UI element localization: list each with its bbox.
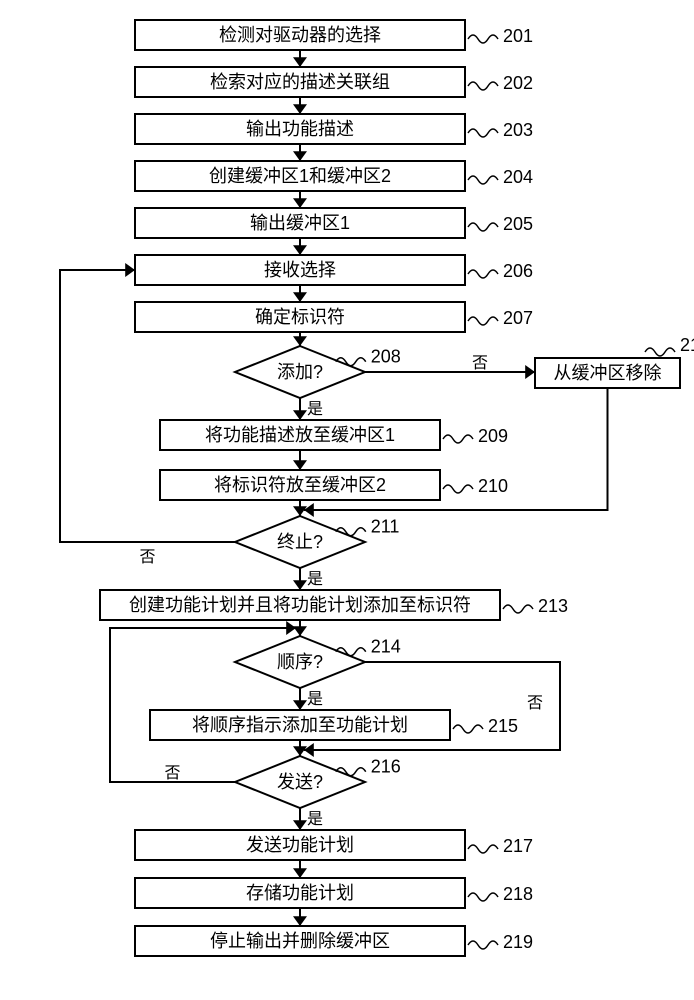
- leader-line: [453, 725, 483, 733]
- step-number: 210: [478, 476, 508, 496]
- process-text: 创建缓冲区1和缓冲区2: [209, 166, 391, 186]
- step-number: 204: [503, 167, 533, 187]
- branch-yes: 是: [307, 691, 323, 708]
- leader-line: [645, 348, 675, 356]
- step-number: 219: [503, 932, 533, 952]
- leader-line: [468, 941, 498, 949]
- leader-line: [468, 176, 498, 184]
- decision-text: 顺序?: [277, 652, 323, 672]
- process-text: 检索对应的描述关联组: [210, 72, 390, 92]
- step-number: 203: [503, 120, 533, 140]
- process-text: 接收选择: [264, 260, 336, 280]
- leader-line: [468, 82, 498, 90]
- branch-no: 否: [164, 765, 180, 782]
- leader-line: [503, 605, 533, 613]
- branch-yes: 是: [307, 811, 323, 828]
- step-number: 216: [371, 756, 401, 776]
- step-number: 214: [371, 636, 401, 656]
- branch-no: 否: [472, 355, 488, 372]
- process-text: 存储功能计划: [246, 883, 354, 903]
- leader-line: [443, 435, 473, 443]
- leader-line: [468, 845, 498, 853]
- decision-text: 添加?: [277, 362, 323, 382]
- process-text: 将顺序指示添加至功能计划: [192, 715, 408, 735]
- step-number: 209: [478, 426, 508, 446]
- decision-text: 发送?: [277, 772, 323, 792]
- leader-line: [468, 893, 498, 901]
- step-number: 206: [503, 261, 533, 281]
- branch-yes: 是: [307, 401, 323, 418]
- process-text: 创建功能计划并且将功能计划添加至标识符: [129, 595, 471, 615]
- process-text: 确定标识符: [255, 307, 345, 327]
- step-number: 208: [371, 346, 401, 366]
- step-number: 217: [503, 836, 533, 856]
- step-number: 202: [503, 73, 533, 93]
- process-text: 输出缓冲区1: [250, 213, 350, 233]
- process-text: 输出功能描述: [246, 119, 354, 139]
- leader-line: [443, 485, 473, 493]
- decision-text: 终止?: [277, 532, 323, 552]
- step-number: 215: [488, 716, 518, 736]
- process-text: 从缓冲区移除: [554, 363, 662, 383]
- process-text: 检测对驱动器的选择: [219, 25, 381, 45]
- step-number: 205: [503, 214, 533, 234]
- step-number: 207: [503, 308, 533, 328]
- leader-line: [468, 129, 498, 137]
- process-text: 停止输出并删除缓冲区: [210, 931, 390, 951]
- step-number: 218: [503, 884, 533, 904]
- leader-line: [468, 35, 498, 43]
- leader-line: [468, 317, 498, 325]
- process-text: 将标识符放至缓冲区2: [214, 475, 386, 495]
- process-text: 将功能描述放至缓冲区1: [205, 425, 395, 445]
- branch-no: 否: [139, 549, 155, 566]
- step-number: 213: [538, 596, 568, 616]
- step-number: 201: [503, 26, 533, 46]
- branch-yes: 是: [307, 571, 323, 588]
- leader-line: [468, 223, 498, 231]
- step-number: 212: [680, 335, 694, 355]
- process-text: 发送功能计划: [246, 835, 354, 855]
- step-number: 211: [371, 516, 400, 536]
- branch-no: 否: [527, 695, 543, 712]
- leader-line: [468, 270, 498, 278]
